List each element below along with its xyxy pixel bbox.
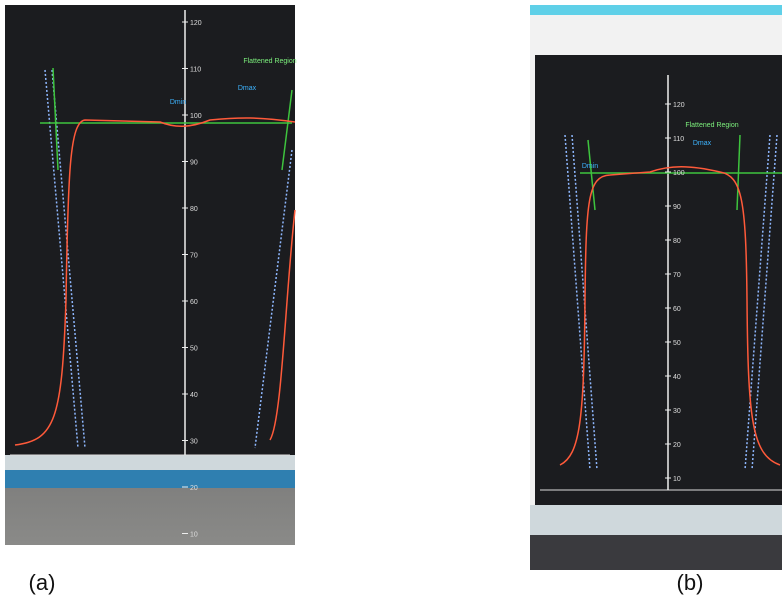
tick-label: 30 <box>190 439 198 446</box>
tick-label: 120 <box>190 20 202 27</box>
tick-label: 60 <box>190 299 198 306</box>
tick-label: 60 <box>673 306 681 313</box>
tick-label: 70 <box>190 253 198 260</box>
tick-label: 10 <box>190 532 198 539</box>
caption: (b) <box>677 570 704 595</box>
tick-label: 110 <box>673 136 684 143</box>
tick-label: 100 <box>673 170 685 177</box>
photo-a: Flattened Region Dmin Dmax <box>5 5 297 545</box>
tick-label: 120 <box>673 102 685 109</box>
tick-label: 30 <box>673 408 681 415</box>
tick-label: 50 <box>673 340 681 347</box>
dmax-label: Dmax <box>238 85 257 92</box>
tick-label: 20 <box>190 485 198 492</box>
tick-label: 20 <box>673 442 681 449</box>
dmax-label: Dmax <box>693 140 712 147</box>
tick-label: 80 <box>673 238 681 245</box>
tick-label: 80 <box>190 206 198 213</box>
tick-label: 50 <box>190 346 198 353</box>
tick-label: 70 <box>673 272 681 279</box>
tick-label: 90 <box>673 204 681 211</box>
region-label: Flattened Region <box>685 122 738 129</box>
tick-label: 100 <box>190 113 202 120</box>
caption: (a) <box>29 570 56 595</box>
tick-label: 90 <box>190 160 198 167</box>
tick-label: 40 <box>673 374 681 381</box>
photo-b: Flattened Region Dmin Dmax <box>530 5 782 570</box>
tick-label: 10 <box>673 476 681 483</box>
dmin-label: Dmin <box>582 163 598 170</box>
dmin-label: Dmin <box>170 99 186 106</box>
tick-label: 110 <box>190 67 201 74</box>
tick-label: 40 <box>190 392 198 399</box>
region-label: Flattened Region <box>243 58 296 65</box>
